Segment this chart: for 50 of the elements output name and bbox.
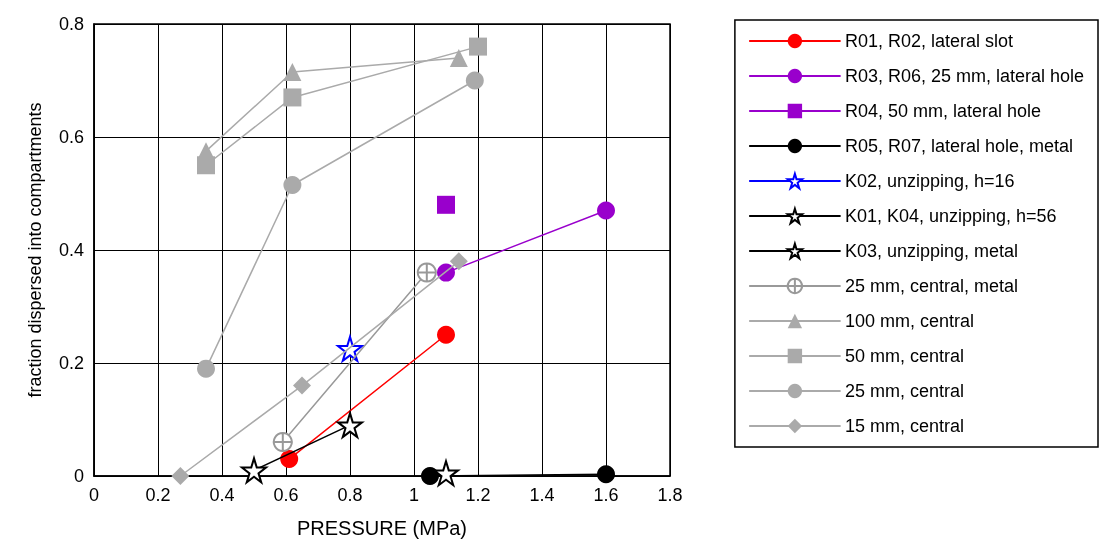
y-tick-label: 0 xyxy=(73,466,84,486)
x-tick-label: 0.4 xyxy=(209,485,235,505)
legend-label: 25 mm, central, metal xyxy=(844,276,1018,296)
legend-label: 50 mm, central xyxy=(844,346,964,366)
point xyxy=(171,467,190,485)
point xyxy=(241,457,267,484)
point xyxy=(449,252,468,271)
point xyxy=(293,376,311,395)
x-axis-title: PRESSURE (MPa) xyxy=(296,517,468,539)
y-tick-label: 0.4 xyxy=(58,240,84,260)
x-tick-label: 1.4 xyxy=(529,485,555,505)
x-tick-label: 0.6 xyxy=(273,485,299,505)
legend-label: K01, K04, unzipping, h=56 xyxy=(844,206,1057,226)
x-tick-label: 0.8 xyxy=(337,485,363,505)
point xyxy=(197,156,215,175)
point xyxy=(465,71,484,90)
legend-label: K02, unzipping, h=16 xyxy=(844,171,1015,191)
legend-label: 15 mm, central xyxy=(844,416,964,436)
y-axis-title: fraction dispersed into compartments xyxy=(25,102,45,398)
point xyxy=(421,467,439,485)
point xyxy=(272,432,293,453)
legend-label: R01, R02, lateral slot xyxy=(844,31,1013,51)
point xyxy=(337,412,363,439)
legend-label: R04, 50 mm, lateral hole xyxy=(844,101,1041,121)
x-tick-label: 1.6 xyxy=(593,485,619,505)
legend-label: 100 mm, central xyxy=(844,311,974,331)
point xyxy=(449,48,468,67)
x-tick-label: 1.8 xyxy=(657,485,683,505)
point xyxy=(416,262,437,283)
point xyxy=(283,176,302,195)
y-tick-label: 0.2 xyxy=(58,353,84,373)
x-tick-label: 0 xyxy=(88,485,100,505)
point xyxy=(283,88,302,107)
point xyxy=(469,37,487,56)
y-tick-label: 0.8 xyxy=(58,14,84,34)
point xyxy=(437,325,455,344)
x-tick-label: 1 xyxy=(408,485,420,505)
point xyxy=(597,465,615,484)
legend-label: R03, R06, 25 mm, lateral hole xyxy=(844,66,1085,86)
point xyxy=(437,195,455,214)
legend-label: R05, R07, lateral hole, metal xyxy=(844,136,1074,156)
point xyxy=(283,63,302,82)
point xyxy=(597,201,615,220)
point xyxy=(433,460,459,487)
x-tick-label: 1.2 xyxy=(465,485,491,505)
legend-label: K03, unzipping, metal xyxy=(844,241,1018,261)
x-tick-label: 0.2 xyxy=(145,485,171,505)
y-tick-label: 0.6 xyxy=(58,127,84,147)
point xyxy=(197,359,215,378)
legend-label: 25 mm, central xyxy=(844,381,964,401)
